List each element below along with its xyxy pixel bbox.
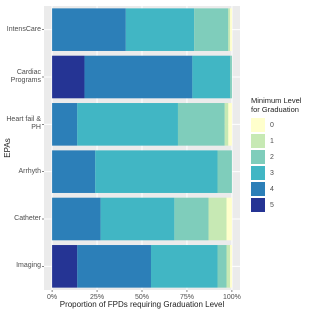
legend-key bbox=[251, 166, 265, 180]
y-tick-label: Imaging bbox=[16, 262, 41, 270]
bar-segment bbox=[52, 197, 101, 241]
bar-segment bbox=[100, 197, 175, 241]
bar-segment bbox=[174, 197, 209, 241]
bar-segment bbox=[208, 197, 227, 241]
bar-segment bbox=[194, 8, 229, 51]
y-tick-label: Arrhyth bbox=[18, 167, 41, 175]
x-tick-label: 100% bbox=[223, 294, 241, 301]
legend-key bbox=[251, 150, 265, 164]
legend-label: 5 bbox=[270, 202, 274, 209]
bar-segment bbox=[217, 150, 232, 193]
legend-key bbox=[251, 182, 265, 196]
legend-label: 2 bbox=[270, 154, 274, 161]
legend-label: 4 bbox=[270, 186, 274, 193]
x-tick-label: 25% bbox=[90, 294, 104, 301]
bar-segment bbox=[52, 55, 85, 99]
bar-segment bbox=[228, 103, 232, 146]
x-axis-title: Proportion of FPDs requiring Graduation … bbox=[60, 300, 225, 309]
y-tick-label: IntensCare bbox=[6, 25, 41, 33]
bar-segment bbox=[95, 150, 218, 193]
bar-segment bbox=[150, 245, 218, 288]
bar-segment bbox=[125, 8, 195, 51]
legend-title: Minimum Level for Graduation bbox=[251, 96, 302, 114]
bar-segment bbox=[52, 245, 78, 288]
legend-label: 1 bbox=[270, 138, 274, 145]
y-tick-label: Catheter bbox=[14, 215, 41, 222]
bar-segment bbox=[228, 8, 231, 51]
x-tick-label: 50% bbox=[135, 294, 149, 301]
chart: EPAs Proportion of FPDs requiring Gradua… bbox=[3, 6, 274, 309]
bar-segment bbox=[226, 245, 231, 288]
bar-segment bbox=[77, 103, 178, 146]
legend-key bbox=[251, 118, 265, 132]
y-tick-label: Cardiac Programs bbox=[10, 69, 41, 84]
bar-segment bbox=[224, 103, 229, 146]
bar-segment bbox=[77, 245, 151, 288]
bar-segment bbox=[84, 55, 193, 99]
bar-segment bbox=[177, 103, 225, 146]
y-axis-title: EPAs bbox=[3, 138, 12, 157]
bar-segment bbox=[52, 8, 126, 51]
bar-segment bbox=[217, 245, 227, 288]
legend-label: 3 bbox=[270, 170, 274, 177]
bar-segment bbox=[52, 150, 96, 193]
bar-segment bbox=[52, 103, 78, 146]
bar-segment bbox=[192, 55, 231, 99]
bar-segment bbox=[230, 245, 232, 288]
x-tick-label: 0% bbox=[47, 294, 57, 301]
legend-label: 0 bbox=[270, 122, 274, 129]
bar-segment bbox=[230, 55, 232, 99]
legend-key bbox=[251, 134, 265, 148]
bar-segment bbox=[226, 197, 232, 241]
page: {"chart_data": {"type": "stacked-barh", … bbox=[3, 6, 302, 310]
legend-key bbox=[251, 198, 265, 212]
x-tick-label: 75% bbox=[180, 294, 194, 301]
y-tick-label: Heart fail & PH bbox=[6, 116, 41, 132]
bar-segment bbox=[230, 8, 232, 51]
